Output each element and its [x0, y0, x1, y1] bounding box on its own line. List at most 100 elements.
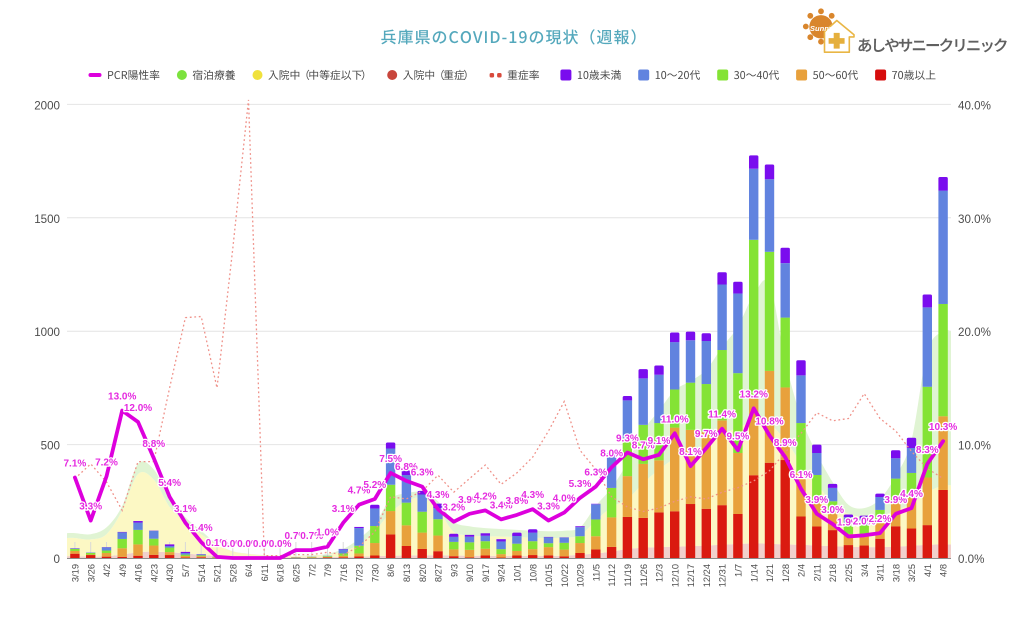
svg-text:7/23: 7/23 — [355, 564, 365, 582]
svg-text:30.0%: 30.0% — [958, 213, 991, 226]
svg-text:2/4: 2/4 — [797, 564, 807, 577]
svg-text:3/11: 3/11 — [876, 564, 886, 581]
svg-text:40.0%: 40.0% — [958, 99, 991, 112]
svg-text:1.9%: 1.9% — [837, 518, 860, 529]
svg-text:7.5%: 7.5% — [379, 454, 402, 465]
svg-text:10.0%: 10.0% — [958, 440, 991, 453]
svg-text:4/16: 4/16 — [134, 564, 144, 582]
svg-text:3/26: 3/26 — [86, 564, 96, 582]
svg-text:3.8%: 3.8% — [506, 496, 529, 507]
svg-text:5/21: 5/21 — [213, 564, 223, 582]
svg-text:3/4: 3/4 — [860, 564, 870, 577]
svg-text:0.0%: 0.0% — [269, 539, 292, 550]
svg-text:6/11: 6/11 — [260, 564, 270, 581]
svg-text:0.7%: 0.7% — [300, 531, 323, 542]
svg-text:8.7%: 8.7% — [632, 440, 655, 451]
svg-text:10.3%: 10.3% — [929, 422, 957, 433]
svg-text:0.0%: 0.0% — [221, 539, 244, 550]
svg-text:9.3%: 9.3% — [616, 434, 639, 445]
svg-text:3.3%: 3.3% — [537, 502, 560, 513]
svg-text:2.0%: 2.0% — [853, 516, 876, 527]
svg-text:12/17: 12/17 — [686, 564, 696, 587]
svg-text:3.1%: 3.1% — [332, 504, 355, 515]
svg-text:2000: 2000 — [34, 99, 60, 112]
svg-text:5.4%: 5.4% — [158, 478, 181, 489]
svg-text:2/11: 2/11 — [812, 564, 822, 581]
svg-text:0.0%: 0.0% — [958, 553, 984, 566]
svg-text:9.5%: 9.5% — [727, 431, 750, 442]
svg-text:6.1%: 6.1% — [790, 470, 813, 481]
svg-text:5/28: 5/28 — [228, 564, 238, 582]
svg-text:1/7: 1/7 — [734, 564, 744, 577]
svg-text:8.8%: 8.8% — [142, 439, 165, 450]
svg-text:8.9%: 8.9% — [774, 438, 797, 449]
svg-text:0.0%: 0.0% — [237, 539, 260, 550]
svg-text:5/14: 5/14 — [197, 564, 207, 582]
svg-text:3.4%: 3.4% — [490, 500, 513, 511]
svg-text:12.0%: 12.0% — [124, 403, 152, 414]
svg-text:8.3%: 8.3% — [916, 445, 939, 456]
svg-text:4.4%: 4.4% — [900, 489, 923, 500]
svg-text:8/27: 8/27 — [434, 564, 444, 582]
svg-text:12/24: 12/24 — [702, 564, 712, 587]
svg-text:11/19: 11/19 — [623, 564, 633, 587]
svg-text:9/3: 9/3 — [449, 564, 459, 577]
svg-text:0.1%: 0.1% — [206, 538, 229, 549]
svg-text:12/10: 12/10 — [670, 564, 680, 587]
svg-text:0: 0 — [54, 553, 60, 566]
svg-text:Sunny: Sunny — [810, 24, 834, 33]
svg-text:9.1%: 9.1% — [648, 436, 671, 447]
svg-text:10/1: 10/1 — [513, 564, 523, 582]
svg-text:1500: 1500 — [34, 213, 60, 226]
svg-text:7/2: 7/2 — [307, 564, 317, 577]
svg-text:4/8: 4/8 — [939, 564, 949, 577]
svg-text:1.4%: 1.4% — [190, 523, 213, 534]
svg-text:11.4%: 11.4% — [708, 410, 736, 421]
svg-text:8/20: 8/20 — [418, 564, 428, 582]
svg-text:9/10: 9/10 — [465, 564, 475, 582]
svg-text:7/16: 7/16 — [339, 564, 349, 582]
svg-text:12/3: 12/3 — [655, 564, 665, 582]
svg-text:10/29: 10/29 — [576, 564, 586, 587]
svg-text:10/22: 10/22 — [560, 564, 570, 587]
svg-text:6/25: 6/25 — [292, 564, 302, 582]
svg-text:4.3%: 4.3% — [521, 490, 544, 501]
svg-text:1/21: 1/21 — [765, 564, 775, 582]
svg-text:500: 500 — [41, 440, 60, 453]
svg-text:10.8%: 10.8% — [755, 417, 783, 428]
svg-text:4.3%: 4.3% — [427, 490, 450, 501]
svg-text:8/13: 8/13 — [402, 564, 412, 582]
svg-text:9.7%: 9.7% — [695, 429, 718, 440]
svg-text:3.9%: 3.9% — [458, 495, 481, 506]
svg-text:11/26: 11/26 — [639, 564, 649, 587]
svg-text:11/12: 11/12 — [607, 564, 617, 587]
svg-text:3.9%: 3.9% — [805, 495, 828, 506]
svg-text:10/8: 10/8 — [528, 564, 538, 582]
svg-text:3.1%: 3.1% — [174, 504, 197, 515]
svg-text:4/9: 4/9 — [118, 564, 128, 577]
svg-text:4/30: 4/30 — [165, 564, 175, 582]
svg-text:10/15: 10/15 — [544, 564, 554, 587]
svg-text:13.2%: 13.2% — [740, 389, 768, 400]
svg-text:13.0%: 13.0% — [108, 392, 136, 403]
svg-text:8.1%: 8.1% — [679, 447, 702, 458]
svg-text:1/14: 1/14 — [749, 564, 759, 582]
svg-text:7.1%: 7.1% — [64, 459, 87, 470]
svg-text:2.2%: 2.2% — [869, 514, 892, 525]
svg-text:8.0%: 8.0% — [600, 448, 623, 459]
svg-text:3/19: 3/19 — [71, 564, 81, 582]
svg-text:7/9: 7/9 — [323, 564, 333, 577]
svg-text:1000: 1000 — [34, 326, 60, 339]
svg-text:7.2%: 7.2% — [95, 457, 118, 468]
svg-text:12/31: 12/31 — [718, 564, 728, 587]
svg-text:4/1: 4/1 — [923, 564, 933, 577]
svg-text:6.3%: 6.3% — [411, 468, 434, 479]
svg-text:4/23: 4/23 — [149, 564, 159, 582]
svg-text:11/5: 11/5 — [591, 564, 601, 581]
svg-text:7/30: 7/30 — [370, 564, 380, 582]
svg-text:4.0%: 4.0% — [553, 494, 576, 505]
svg-text:4/2: 4/2 — [102, 564, 112, 577]
svg-text:5.3%: 5.3% — [569, 479, 592, 490]
svg-text:2/18: 2/18 — [828, 564, 838, 582]
svg-text:1/28: 1/28 — [781, 564, 791, 582]
